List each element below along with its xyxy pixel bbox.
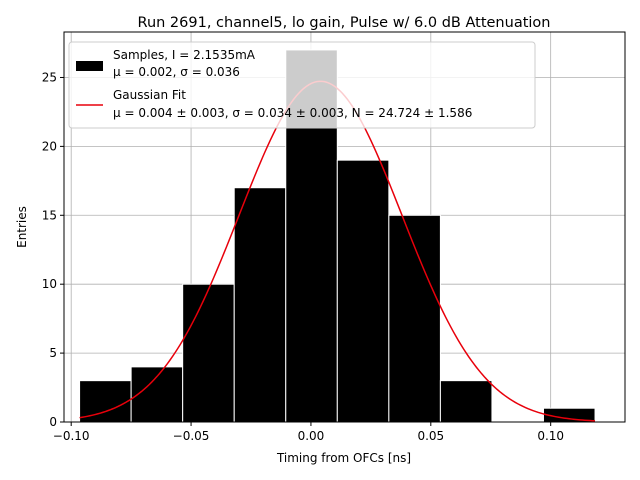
- legend-samples-swatch: [76, 61, 103, 71]
- legend-box: [68, 41, 536, 129]
- histogram-bar: [439, 380, 493, 423]
- x-tick-label: −0.10: [53, 429, 90, 443]
- y-tick-label: 0: [49, 415, 57, 429]
- x-axis-ticks: −0.10 −0.05 0.00 0.05 0.10: [53, 422, 564, 443]
- x-axis-label: Timing from OFCs [ns]: [276, 451, 411, 465]
- legend: Samples, I = 2.1535mA μ = 0.002, σ = 0.0…: [68, 41, 536, 129]
- y-tick-label: 10: [42, 277, 57, 291]
- x-tick-label: −0.05: [173, 429, 210, 443]
- x-tick-label: 0.05: [417, 429, 444, 443]
- legend-samples-label: Samples, I = 2.1535mA: [113, 48, 256, 62]
- y-tick-label: 5: [49, 346, 57, 360]
- histogram-bar: [336, 159, 390, 423]
- legend-fit-label: Gaussian Fit: [113, 88, 186, 102]
- histogram-bar: [388, 214, 441, 423]
- y-axis-label: Entries: [15, 206, 29, 248]
- legend-samples-stats: μ = 0.002, σ = 0.036: [113, 65, 240, 79]
- x-tick-label: 0.10: [537, 429, 564, 443]
- x-tick-label: 0.00: [298, 429, 325, 443]
- y-tick-label: 15: [42, 208, 57, 222]
- y-axis-ticks: 0 5 10 15 20 25: [42, 70, 64, 429]
- plot-frame: [63, 31, 626, 423]
- histogram-bar: [182, 283, 235, 423]
- y-tick-label: 25: [42, 70, 57, 84]
- legend-fit-params: μ = 0.004 ± 0.003, σ = 0.034 ± 0.003, N …: [113, 106, 472, 120]
- histogram-bar: [233, 187, 287, 423]
- y-tick-label: 20: [42, 139, 57, 153]
- chart-title: Run 2691, channel5, lo gain, Pulse w/ 6.…: [138, 15, 551, 31]
